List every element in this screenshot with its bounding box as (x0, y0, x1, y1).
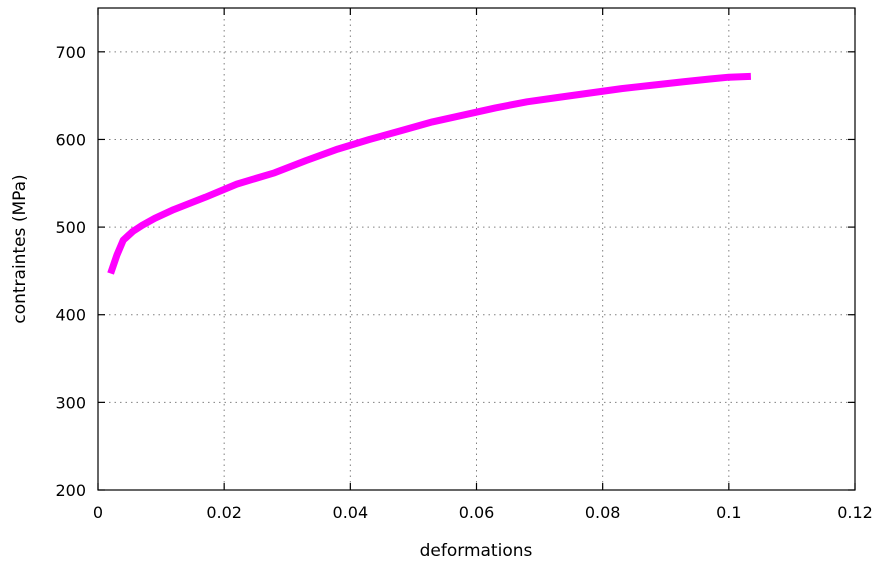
y-tick-labels: 200 300 400 500 600 700 (55, 43, 86, 500)
y-tick-label: 600 (55, 130, 86, 149)
y-tick-label: 500 (55, 218, 86, 237)
x-tick-label: 0.12 (837, 503, 873, 522)
x-tick-label: 0 (93, 503, 103, 522)
series-line (107, 72, 752, 275)
y-tick-label: 300 (55, 393, 86, 412)
x-tick-label: 0.08 (585, 503, 621, 522)
series-layer (107, 72, 752, 275)
x-tick-label: 0.1 (716, 503, 741, 522)
x-tick-label: 0.02 (206, 503, 242, 522)
y-axis-title: contraintes (MPa) (10, 174, 30, 323)
y-tick-label: 400 (55, 306, 86, 325)
x-tick-label: 0.06 (459, 503, 495, 522)
y-tick-label: 200 (55, 481, 86, 500)
x-tick-labels: 0 0.02 0.04 0.06 0.08 0.1 0.12 (93, 503, 873, 522)
ticks (97, 8, 856, 491)
x-tick-label: 0.04 (333, 503, 369, 522)
x-axis-title: deformations (420, 541, 533, 561)
grid (98, 8, 855, 490)
y-tick-label: 700 (55, 43, 86, 62)
